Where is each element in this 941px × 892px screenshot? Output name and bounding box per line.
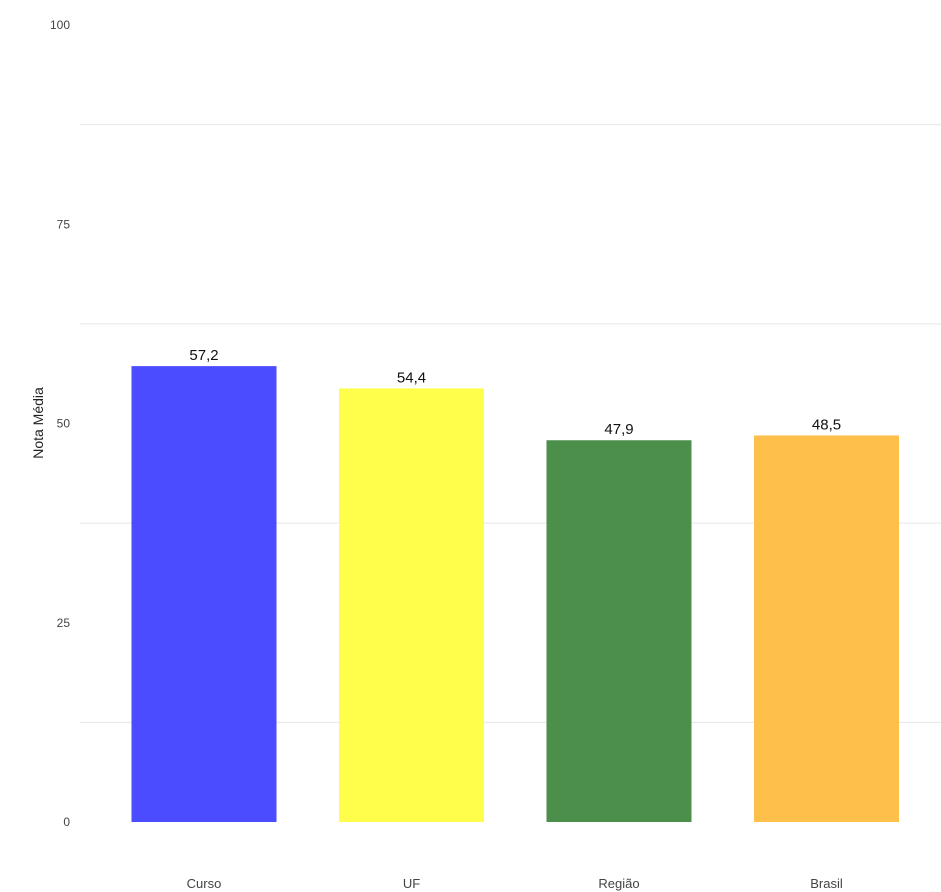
bars [131,366,899,822]
y-tick-label: 50 [57,417,71,431]
y-tick-label: 25 [57,616,71,630]
x-category-label: Curso [187,876,222,891]
value-labels: 57,2 54,4 47,9 48,5 [189,347,841,438]
bar-uf [339,388,484,822]
y-axis-title: Nota Média [30,387,46,459]
x-category-label: Região [598,876,639,891]
bar-value-label: 57,2 [189,347,218,364]
bar-brasil [754,435,899,822]
x-category-label: UF [403,876,420,891]
x-category-label: Brasil [810,876,843,891]
x-axis-categories: Curso UF Região Brasil [187,876,843,891]
bar-value-label: 48,5 [812,416,841,433]
bar-regiao [546,440,692,822]
y-tick-label: 100 [50,18,70,32]
y-axis-ticks: 0 25 50 75 100 [50,18,70,829]
bar-value-label: 47,9 [604,421,633,438]
bar-curso [131,366,277,822]
y-tick-label: 0 [63,815,70,829]
y-tick-label: 75 [57,217,71,231]
bar-value-label: 54,4 [397,369,426,386]
